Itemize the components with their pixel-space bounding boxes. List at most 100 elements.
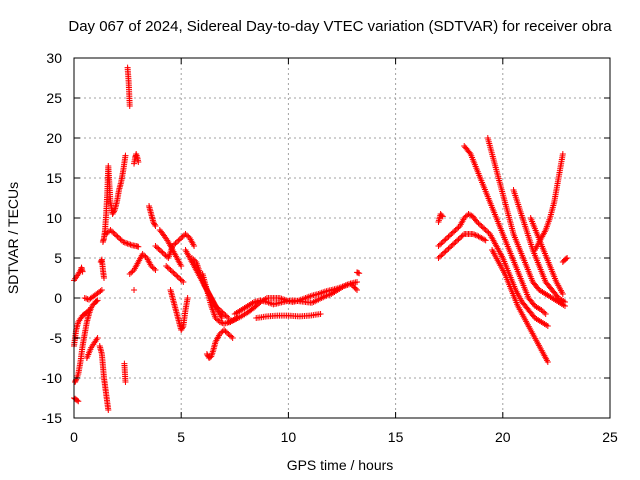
data-point (455, 236, 462, 243)
x-axis-label: GPS time / hours (287, 457, 394, 473)
series-arc-n (126, 251, 159, 277)
data-point (98, 287, 105, 293)
data-point (151, 221, 158, 228)
data-point (435, 255, 442, 261)
data-point (438, 240, 445, 247)
x-tick-label: 5 (177, 429, 185, 445)
data-point (541, 309, 548, 316)
data-point (110, 229, 117, 236)
data-point (178, 325, 185, 332)
data-point (166, 265, 173, 272)
data-point (135, 159, 142, 165)
series-arc-z (225, 280, 361, 325)
data-point (113, 232, 120, 239)
data-point (444, 247, 451, 253)
data-point (126, 241, 133, 248)
data-point (478, 223, 485, 229)
x-axis-ticks: 0 5 10 15 20 25 (70, 58, 618, 445)
series-arc-aj (489, 247, 551, 365)
data-point (225, 331, 232, 337)
data-point (151, 220, 158, 227)
data-point (462, 213, 469, 220)
y-tick-label: 15 (46, 170, 62, 186)
data-point (452, 239, 459, 245)
data-point (155, 245, 162, 252)
data-point (446, 244, 453, 251)
data-point (159, 249, 166, 256)
y-axis-label: SDTVAR / TECUs (5, 182, 21, 294)
data-point (473, 217, 479, 224)
series-arc-x (203, 327, 236, 361)
series-arc-m (131, 151, 142, 167)
data-point (226, 332, 233, 339)
series-arc-o (131, 287, 138, 293)
data-point (459, 232, 466, 239)
data-point (475, 220, 482, 227)
data-point (182, 231, 189, 237)
data-point (469, 231, 476, 237)
data-point (451, 228, 458, 235)
data-point (561, 299, 568, 305)
series-arc-s (163, 263, 187, 285)
data-point (444, 235, 451, 241)
data-point (203, 351, 210, 357)
data-point (544, 359, 551, 365)
series-arc-af (461, 143, 549, 317)
data-point (103, 231, 110, 237)
data-point (180, 279, 187, 285)
data-point (177, 276, 184, 283)
data-point (481, 225, 488, 232)
data-point (482, 227, 489, 233)
series-arc-b (71, 395, 82, 405)
data-point (347, 280, 354, 287)
data-point (97, 288, 104, 295)
data-point (563, 255, 570, 262)
data-point (436, 253, 443, 260)
y-tick-label: 25 (46, 90, 62, 106)
data-point (109, 211, 116, 217)
data-point (131, 287, 138, 293)
data-point (354, 279, 361, 285)
data-point (164, 264, 171, 271)
data-point (178, 327, 185, 333)
data-point (141, 252, 148, 259)
x-tick-label: 10 (281, 429, 297, 445)
data-point (223, 329, 230, 336)
data-point (84, 296, 91, 303)
series-arc-aa (253, 311, 324, 321)
y-tick-label: 5 (54, 250, 62, 266)
series-arc-h (97, 256, 108, 281)
data-point (167, 267, 174, 273)
data-point (126, 271, 133, 277)
x-tick-label: 25 (602, 429, 618, 445)
series-arc-ad (435, 211, 506, 261)
data-point (191, 257, 198, 264)
data-point (151, 265, 158, 272)
series-arc-r (156, 227, 185, 269)
data-point (110, 209, 117, 216)
data-point (484, 228, 491, 235)
data-point (188, 255, 195, 261)
data-point (451, 240, 458, 247)
data-point (128, 269, 135, 276)
data-point (446, 232, 453, 239)
plot-frame (73, 57, 611, 419)
data-point (223, 313, 230, 320)
data-point (171, 271, 178, 277)
series-arc-k (121, 360, 129, 385)
data-point (139, 251, 146, 257)
data-point (111, 208, 118, 215)
chart-title: Day 067 of 2024, Sidereal Day-to-day VTE… (68, 18, 612, 35)
series-arc-ae (435, 211, 446, 225)
data-point (559, 291, 566, 297)
x-tick-label: 15 (388, 429, 404, 445)
data-point (179, 324, 186, 331)
data-point (442, 236, 449, 243)
data-point (351, 284, 358, 291)
y-tick-label: -10 (42, 370, 62, 386)
data-point (481, 236, 488, 243)
data-point (149, 264, 156, 271)
data-point (542, 311, 549, 317)
data-point (74, 397, 81, 404)
data-point (471, 231, 478, 238)
